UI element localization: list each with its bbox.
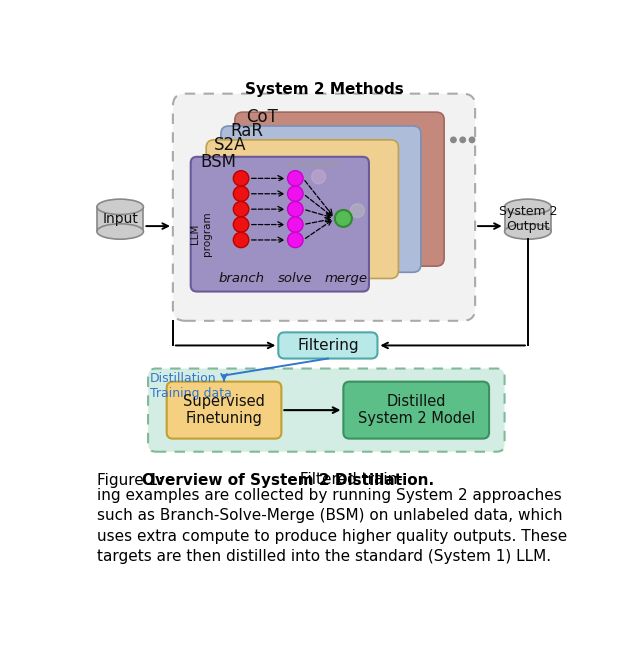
Text: LLM
program: LLM program	[190, 211, 212, 256]
Text: System 2
Output: System 2 Output	[498, 205, 557, 233]
Circle shape	[450, 137, 456, 142]
FancyBboxPatch shape	[173, 94, 475, 321]
Circle shape	[288, 232, 303, 247]
Circle shape	[233, 186, 249, 201]
FancyBboxPatch shape	[221, 126, 421, 272]
Circle shape	[258, 160, 270, 172]
Circle shape	[469, 137, 475, 142]
Text: re-write: re-write	[286, 160, 316, 169]
Text: RaR: RaR	[230, 122, 263, 140]
Text: Filtered train-: Filtered train-	[295, 473, 403, 487]
Circle shape	[335, 210, 352, 227]
FancyBboxPatch shape	[235, 112, 444, 266]
FancyBboxPatch shape	[206, 140, 398, 279]
Circle shape	[288, 186, 303, 201]
Text: Figure 1:: Figure 1:	[97, 473, 168, 487]
Circle shape	[233, 201, 249, 217]
Circle shape	[233, 232, 249, 247]
Circle shape	[357, 160, 369, 172]
Circle shape	[460, 137, 465, 142]
Ellipse shape	[505, 224, 551, 239]
Ellipse shape	[97, 224, 143, 239]
Ellipse shape	[97, 199, 143, 215]
FancyBboxPatch shape	[190, 157, 369, 291]
Circle shape	[233, 171, 249, 186]
FancyBboxPatch shape	[167, 382, 281, 439]
Circle shape	[288, 171, 303, 186]
Polygon shape	[505, 207, 551, 231]
Circle shape	[306, 174, 319, 186]
Text: S2A: S2A	[214, 136, 247, 154]
Text: Filtering: Filtering	[297, 338, 358, 353]
Text: System 2 Methods: System 2 Methods	[245, 82, 403, 96]
Text: Input: Input	[102, 212, 138, 226]
Text: merge: merge	[325, 273, 368, 285]
Polygon shape	[97, 207, 143, 231]
Text: solve: solve	[278, 273, 312, 285]
Text: ing examples are collected by running System 2 approaches
such as Branch-Solve-M: ing examples are collected by running Sy…	[97, 488, 567, 564]
FancyBboxPatch shape	[148, 368, 505, 452]
Text: Distilled
System 2 Model: Distilled System 2 Model	[358, 394, 475, 426]
Circle shape	[312, 170, 325, 184]
Circle shape	[258, 174, 270, 186]
Circle shape	[233, 217, 249, 232]
Text: CoT: CoT	[246, 108, 277, 126]
Text: Supervised
Finetuning: Supervised Finetuning	[183, 394, 265, 426]
Circle shape	[357, 174, 369, 186]
Text: Overview of System 2 Distillation.: Overview of System 2 Distillation.	[142, 473, 434, 487]
Circle shape	[288, 201, 303, 217]
Text: branch: branch	[218, 273, 264, 285]
Circle shape	[350, 203, 364, 217]
Text: answer: answer	[312, 160, 340, 169]
Circle shape	[288, 217, 303, 232]
Text: BSM: BSM	[200, 153, 236, 171]
Circle shape	[306, 160, 319, 172]
FancyBboxPatch shape	[343, 382, 489, 439]
Text: Distillation
Training data: Distillation Training data	[150, 372, 231, 400]
Ellipse shape	[505, 199, 551, 215]
FancyBboxPatch shape	[278, 332, 378, 358]
